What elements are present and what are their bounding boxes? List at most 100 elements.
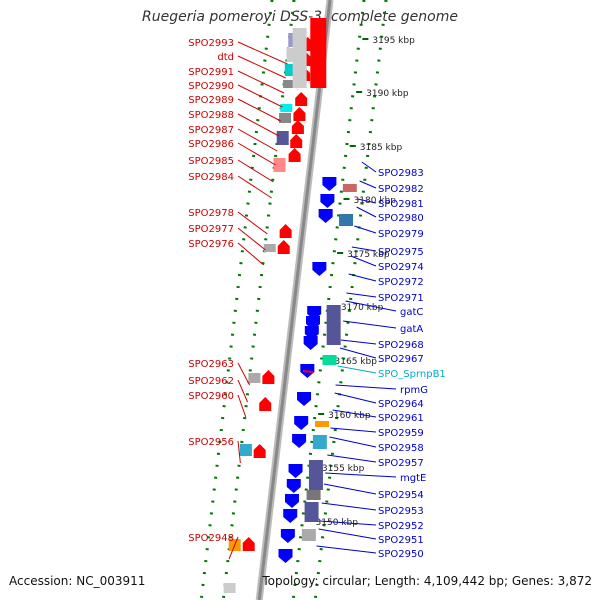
gene-label-reverse[interactable]: mgtE	[400, 473, 426, 484]
gene-block[interactable]	[279, 113, 292, 123]
gene-label-forward[interactable]: SPO2993	[188, 38, 234, 49]
gene-block[interactable]	[263, 244, 276, 252]
leader-line	[237, 394, 247, 418]
leader-line	[325, 472, 397, 478]
gene-label-reverse[interactable]: SPO2957	[378, 458, 424, 469]
scale-tick-label: 3165 kbp	[335, 357, 378, 367]
gene-label-forward[interactable]: SPO2987	[188, 125, 234, 136]
gene-block[interactable]	[248, 373, 261, 383]
rna-gene-label[interactable]: SPO_SprnpB1	[378, 369, 446, 380]
gene-block[interactable]	[339, 214, 354, 226]
gene-block[interactable]	[280, 104, 293, 112]
leader-line	[237, 379, 249, 403]
gene-label-reverse[interactable]: SPO2954	[378, 490, 424, 501]
gene-label-forward[interactable]: SPO2988	[188, 110, 234, 121]
gene-label-forward[interactable]: SPO2984	[188, 172, 234, 183]
gene-block[interactable]	[322, 355, 337, 365]
gene-label-forward[interactable]: SPO2991	[188, 67, 234, 78]
gene-label-reverse[interactable]: SPO2964	[378, 399, 424, 410]
gene-label-forward[interactable]: SPO2960	[188, 391, 234, 402]
gene-block[interactable]	[304, 502, 319, 522]
gene-label-forward[interactable]: SPO2978	[188, 208, 234, 219]
gene-block[interactable]	[301, 529, 316, 541]
gene-label-forward[interactable]: SPO2986	[188, 139, 234, 150]
forward-gene-arrow[interactable]	[295, 92, 308, 106]
gene-block[interactable]	[308, 460, 323, 490]
leader-line	[359, 180, 377, 189]
gene-label-reverse[interactable]: SPO2979	[378, 229, 424, 240]
gene-cluster-forward[interactable]	[310, 18, 327, 88]
forward-gene-arrow[interactable]	[242, 537, 255, 551]
gene-label-forward[interactable]: SPO2962	[188, 376, 234, 387]
forward-gene-arrow[interactable]	[262, 370, 275, 384]
gene-block[interactable]	[342, 184, 357, 192]
gene-label-reverse[interactable]: SPO2972	[378, 277, 424, 288]
gene-block[interactable]	[306, 490, 321, 500]
gene-label-reverse[interactable]: SPO2967	[378, 354, 424, 365]
gene-label-forward[interactable]: SPO2990	[188, 81, 234, 92]
forward-gene-arrow[interactable]	[259, 397, 272, 411]
gene-label-forward[interactable]: SPO2963	[188, 359, 234, 370]
leader-line	[327, 454, 377, 463]
gene-label-reverse[interactable]: SPO2974	[378, 262, 424, 273]
gene-label-forward[interactable]: SPO2948	[188, 533, 234, 544]
gene-block[interactable]	[314, 421, 329, 427]
reverse-gene-arrow[interactable]	[303, 336, 318, 350]
reverse-gene-arrow[interactable]	[278, 549, 293, 563]
reverse-gene-arrow[interactable]	[297, 392, 312, 406]
gene-label-forward[interactable]: SPO2976	[188, 239, 234, 250]
reverse-gene-arrow[interactable]	[292, 434, 307, 448]
forward-gene-arrow[interactable]	[277, 240, 290, 254]
reverse-gene-arrow[interactable]	[294, 416, 309, 430]
forward-gene-arrow[interactable]	[290, 134, 303, 148]
forward-gene-arrow[interactable]	[288, 148, 301, 162]
gene-block[interactable]	[239, 444, 252, 456]
reverse-gene-arrow[interactable]	[285, 494, 299, 508]
gene-block[interactable]	[283, 80, 296, 88]
gene-block[interactable]	[276, 131, 289, 145]
reverse-gene-arrow[interactable]	[318, 209, 333, 223]
forward-gene-arrow[interactable]	[291, 120, 304, 134]
gene-cluster-gray[interactable]	[292, 28, 307, 88]
gene-label-forward[interactable]: SPO2977	[188, 224, 234, 235]
gene-label-reverse[interactable]: SPO2961	[378, 413, 424, 424]
gene-label-reverse[interactable]: SPO2950	[378, 549, 424, 560]
gene-block[interactable]	[223, 583, 236, 593]
reverse-gene-arrow[interactable]	[283, 509, 298, 523]
gene-label-forward[interactable]: SPO2956	[188, 437, 234, 448]
gene-label-reverse[interactable]: SPO2982	[378, 184, 424, 195]
gene-block[interactable]	[273, 158, 286, 172]
reverse-gene-arrow[interactable]	[288, 464, 303, 478]
forward-gene-arrow[interactable]	[293, 107, 306, 121]
forward-gene-arrow[interactable]	[279, 224, 292, 238]
reverse-gene-arrow[interactable]	[312, 262, 327, 276]
gene-label-reverse[interactable]: SPO2951	[378, 535, 424, 546]
gene-label-reverse[interactable]: SPO2952	[378, 521, 424, 532]
gene-label-reverse[interactable]: rpmG	[400, 385, 428, 396]
gene-label-reverse[interactable]: gatA	[400, 324, 423, 335]
leader-line	[237, 142, 276, 166]
reverse-gene-arrow[interactable]	[322, 177, 337, 191]
gene-label-reverse[interactable]: SPO2980	[378, 213, 424, 224]
reverse-gene-arrow[interactable]	[280, 529, 295, 543]
gene-label-forward[interactable]: dtd	[217, 52, 234, 63]
forward-gene-arrow[interactable]	[253, 444, 266, 458]
gene-label-reverse[interactable]: gatC	[400, 307, 423, 318]
gene-label-reverse[interactable]: SPO2968	[378, 340, 424, 351]
reverse-gene-arrow[interactable]	[286, 479, 301, 493]
gene-block[interactable]	[326, 305, 341, 345]
gene-label-forward[interactable]: SPO2989	[188, 95, 234, 106]
gene-label-reverse[interactable]: SPO2983	[378, 168, 424, 179]
gene-label-reverse[interactable]: SPO2953	[378, 506, 424, 517]
gene-label-forward[interactable]: SPO2985	[188, 156, 234, 167]
gene-label-reverse[interactable]: SPO2971	[378, 293, 424, 304]
gene-label-reverse[interactable]: SPO2959	[378, 428, 424, 439]
gene-label-reverse[interactable]: SPO2958	[378, 443, 424, 454]
reverse-gene-arrow[interactable]	[320, 194, 335, 208]
gene-block[interactable]	[312, 435, 327, 449]
scale-tick-label: 3195 kbp	[372, 36, 415, 46]
gene-label-reverse[interactable]: SPO2981	[378, 199, 424, 210]
rna-gene[interactable]	[303, 370, 314, 373]
gene-label-reverse[interactable]: SPO2975	[378, 247, 424, 258]
